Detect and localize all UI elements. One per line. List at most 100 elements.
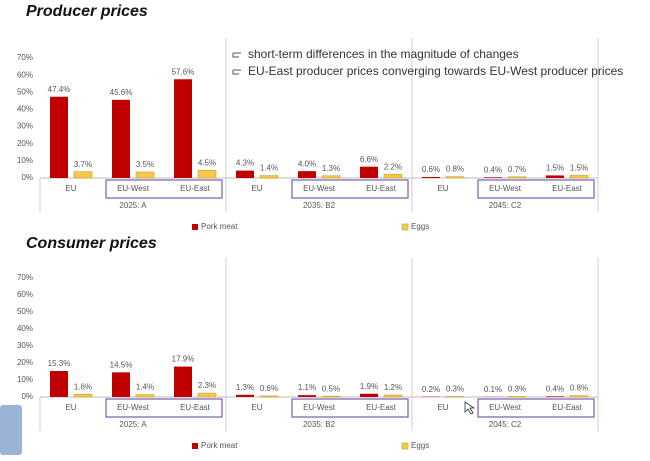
value-label: 0.7% xyxy=(508,165,526,174)
x-tick-label: EU xyxy=(251,184,262,193)
value-label: 0.3% xyxy=(508,385,526,394)
bar xyxy=(546,175,564,178)
bar xyxy=(197,392,217,398)
value-label: 57.6% xyxy=(172,67,195,76)
value-label: 0.5% xyxy=(322,384,340,393)
bar xyxy=(445,176,465,179)
value-label: 1.6% xyxy=(74,382,92,391)
bar xyxy=(484,177,502,178)
y-tick-label: 50% xyxy=(17,87,33,96)
highlight-box xyxy=(105,179,223,199)
bar xyxy=(236,394,254,397)
y-tick-label: 10% xyxy=(17,375,33,384)
group-label: 2045: C2 xyxy=(489,201,522,210)
value-label: 1.4% xyxy=(136,383,154,392)
bar xyxy=(112,99,130,178)
group-label: 2035: B2 xyxy=(303,420,336,429)
y-tick-label: 30% xyxy=(17,122,33,131)
value-label: 4.5% xyxy=(198,158,216,167)
value-label: 1.5% xyxy=(570,164,588,173)
y-tick-label: 30% xyxy=(17,341,33,350)
annotation: short-term differences in the magnitude … xyxy=(248,47,519,61)
bar xyxy=(73,393,93,398)
bar xyxy=(507,396,527,398)
y-tick-label: 20% xyxy=(17,139,33,148)
bullet-icon xyxy=(232,69,241,75)
legend-label: Eggs xyxy=(411,441,429,450)
x-tick-label: EU-West xyxy=(303,184,336,193)
bar xyxy=(197,169,217,179)
legend-label: Pork meat xyxy=(201,222,238,231)
bullet-icon xyxy=(232,52,241,58)
value-label: 17.9% xyxy=(172,355,195,364)
x-tick-label: EU xyxy=(437,403,448,412)
value-label: 0.8% xyxy=(446,165,464,174)
bar xyxy=(321,395,341,398)
bar xyxy=(50,96,68,178)
x-tick-label: EU-West xyxy=(489,184,522,193)
x-tick-label: EU-East xyxy=(366,184,397,193)
highlight-box xyxy=(291,179,409,199)
value-label: 1.3% xyxy=(236,383,254,392)
y-tick-label: 40% xyxy=(17,105,33,114)
y-tick-label: 0% xyxy=(21,173,33,182)
y-tick-label: 20% xyxy=(17,358,33,367)
x-tick-label: EU xyxy=(251,403,262,412)
value-label: 45.6% xyxy=(110,88,133,97)
x-tick-label: EU-East xyxy=(552,184,583,193)
bar xyxy=(383,394,403,398)
legend-label: Eggs xyxy=(411,222,429,231)
highlight-box xyxy=(291,398,409,418)
bar xyxy=(73,171,93,179)
bar xyxy=(569,395,589,398)
value-label: 0.8% xyxy=(570,384,588,393)
bar xyxy=(445,396,465,398)
value-label: 15.3% xyxy=(48,359,71,368)
highlight-box xyxy=(477,179,595,199)
x-tick-label: EU-East xyxy=(180,184,211,193)
value-label: 0.1% xyxy=(484,385,502,394)
bar xyxy=(383,173,403,179)
value-label: 47.4% xyxy=(48,85,71,94)
y-tick-label: 50% xyxy=(17,307,33,316)
y-tick-label: 0% xyxy=(21,392,33,401)
highlight-box xyxy=(105,398,223,418)
value-label: 1.3% xyxy=(322,164,340,173)
bar xyxy=(50,370,68,397)
bar xyxy=(422,176,440,178)
x-tick-label: EU-East xyxy=(552,403,583,412)
bar xyxy=(259,175,279,179)
x-tick-label: EU xyxy=(65,403,76,412)
value-label: 3.5% xyxy=(136,160,154,169)
x-tick-label: EU-West xyxy=(489,403,522,412)
group-label: 2025: A xyxy=(119,420,147,429)
bar xyxy=(321,175,341,179)
cursor xyxy=(464,401,476,415)
highlight-box xyxy=(477,398,595,418)
legend-label: Pork meat xyxy=(201,441,238,450)
x-tick-label: EU-West xyxy=(303,403,336,412)
x-tick-label: EU-East xyxy=(180,403,211,412)
value-label: 4.3% xyxy=(236,159,254,168)
value-label: 1.9% xyxy=(360,382,378,391)
value-label: 14.5% xyxy=(110,360,133,369)
bar xyxy=(174,79,192,178)
value-label: 4.0% xyxy=(298,159,316,168)
x-tick-label: EU-East xyxy=(366,403,397,412)
legend-swatch xyxy=(401,223,409,231)
annotation: EU-East producer prices converging towar… xyxy=(248,64,623,78)
side-tab[interactable] xyxy=(0,405,22,455)
bar xyxy=(298,171,316,178)
x-tick-label: EU-West xyxy=(117,403,150,412)
y-tick-label: 70% xyxy=(17,273,33,282)
bar xyxy=(174,366,192,397)
value-label: 1.1% xyxy=(298,383,316,392)
value-label: 2.2% xyxy=(384,162,402,171)
group-label: 2035: B2 xyxy=(303,201,336,210)
bar xyxy=(298,395,316,397)
x-tick-label: EU-West xyxy=(117,184,150,193)
value-label: 0.6% xyxy=(260,384,278,393)
value-label: 0.2% xyxy=(422,385,440,394)
group-label: 2025: A xyxy=(119,201,147,210)
